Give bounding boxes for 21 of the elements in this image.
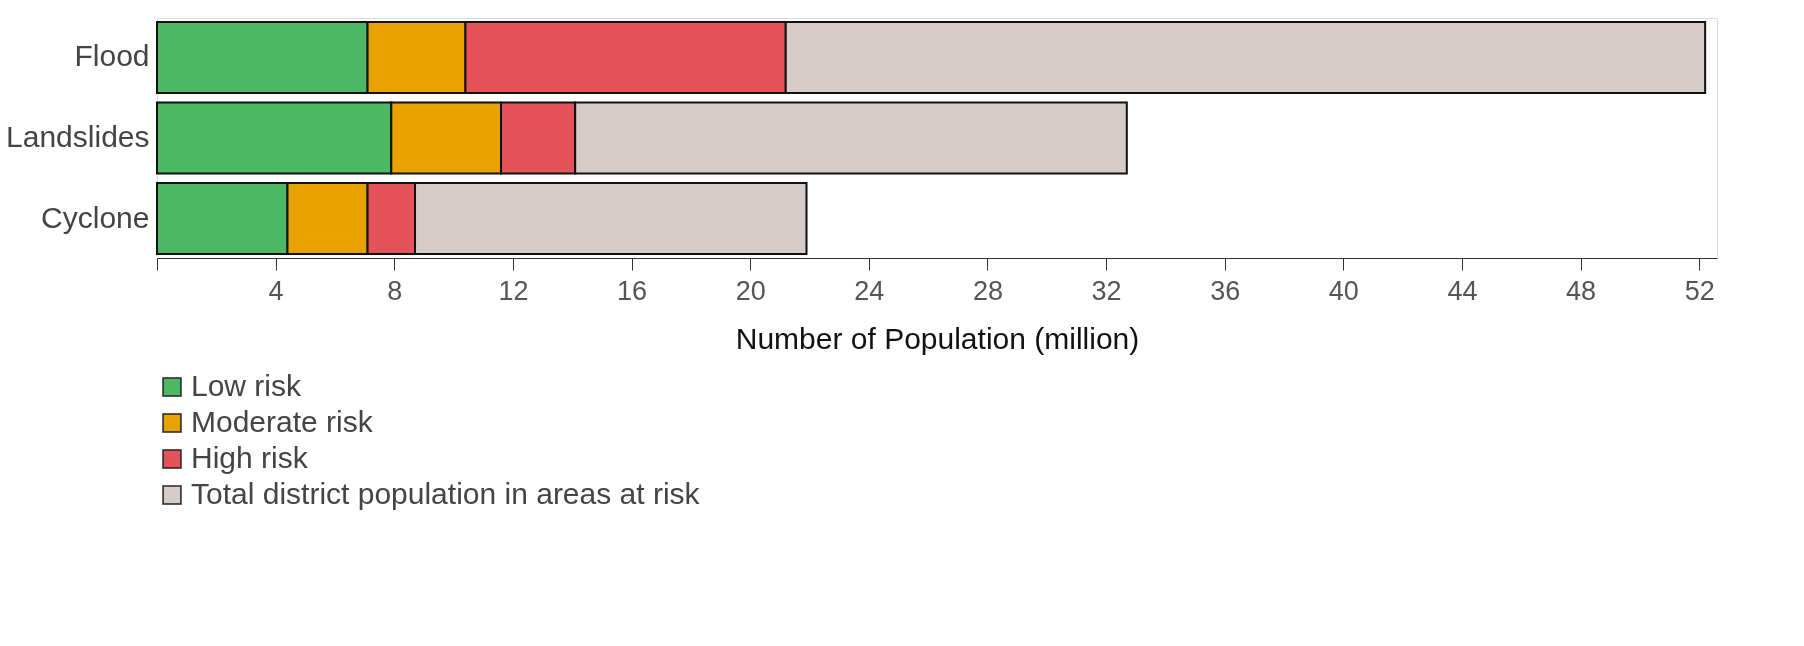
x-tick-label: 12: [498, 275, 529, 306]
x-tick-label: 4: [268, 275, 284, 306]
x-tick-label: 48: [1566, 275, 1597, 306]
legend-label: Moderate risk: [191, 405, 374, 438]
x-tick-label: 52: [1684, 275, 1715, 306]
x-tick-label: 32: [1091, 275, 1122, 306]
x-tick-label: 24: [854, 275, 885, 306]
x-axis-title: Number of Population (million): [735, 321, 1140, 355]
y-tick-label: Cyclone: [41, 200, 150, 234]
x-tick-label: 8: [387, 275, 403, 306]
y-tick-label: Flood: [74, 39, 150, 73]
legend-label: Total district population in areas at risk: [191, 477, 701, 510]
y-tick-label: Landslides: [6, 120, 150, 153]
legend-label: Low risk: [191, 369, 303, 402]
x-tick-label: 44: [1447, 275, 1478, 306]
x-tick-label: 40: [1328, 275, 1359, 306]
legend-label: High risk: [191, 441, 309, 474]
x-tick-label: 28: [972, 275, 1003, 306]
x-tick-label: 36: [1210, 275, 1241, 306]
x-tick-label: 16: [617, 275, 648, 306]
x-tick-label: 20: [735, 275, 766, 306]
